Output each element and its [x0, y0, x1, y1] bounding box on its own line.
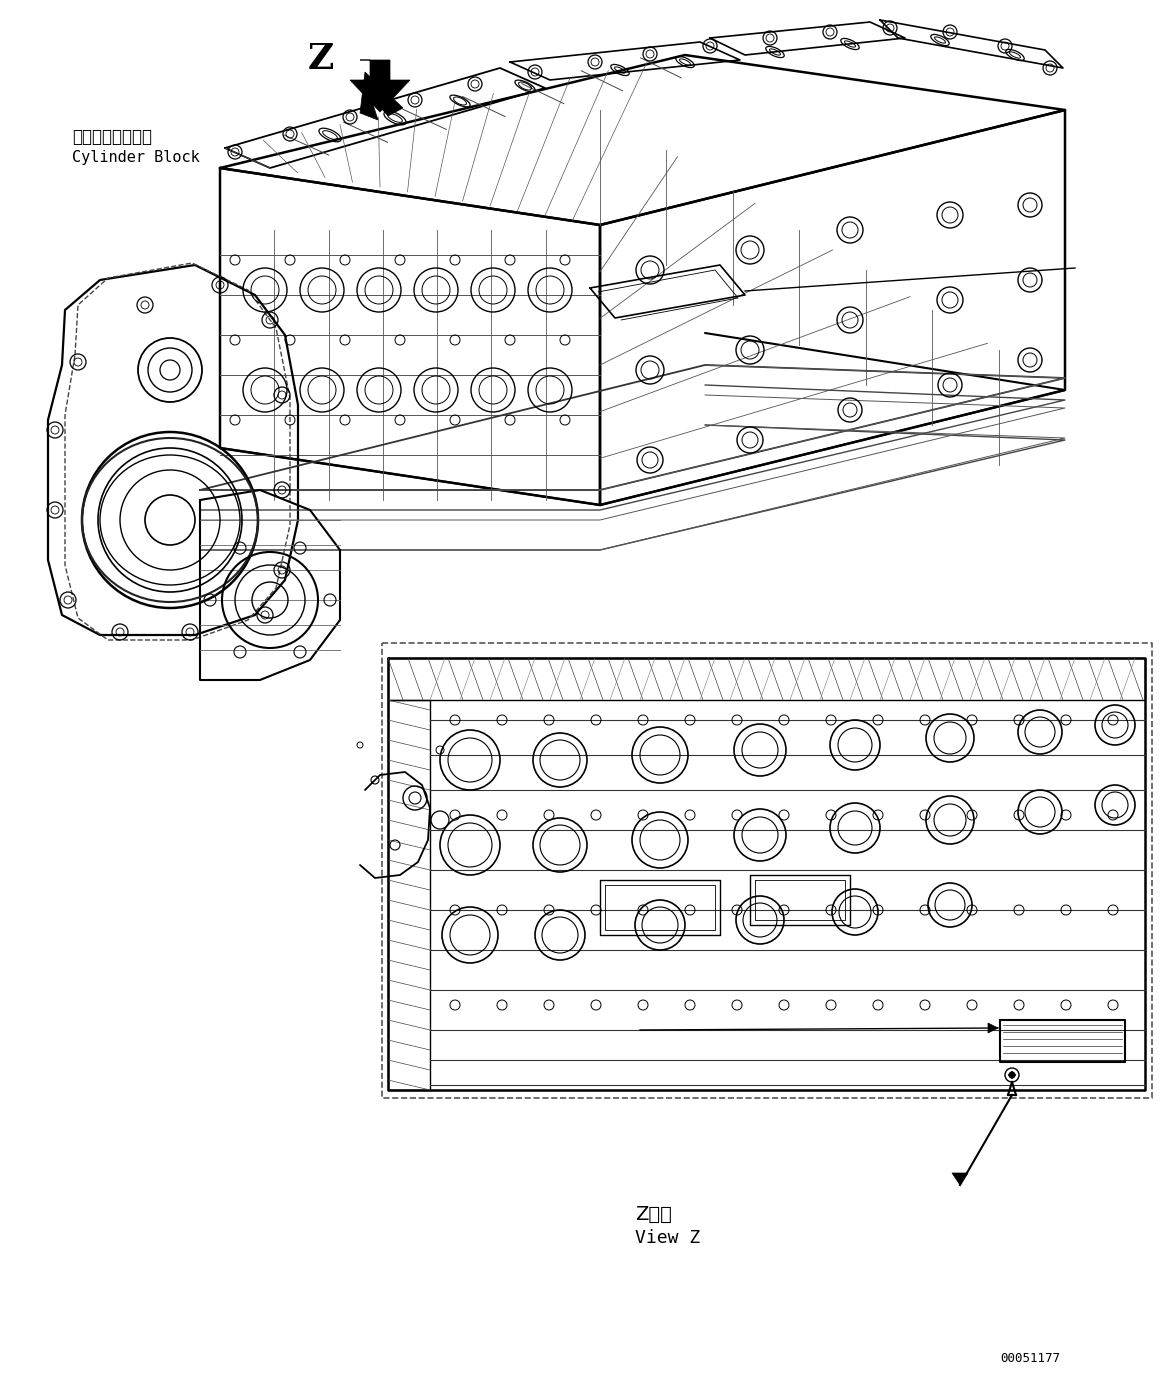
Text: Cylinder Block: Cylinder Block: [72, 149, 200, 165]
Polygon shape: [989, 1023, 998, 1033]
Circle shape: [1009, 1072, 1015, 1077]
Text: シリンダブロック: シリンダブロック: [72, 129, 152, 147]
Polygon shape: [350, 59, 411, 112]
Polygon shape: [361, 72, 404, 120]
Text: View Z: View Z: [635, 1229, 700, 1247]
Text: Z　視: Z 視: [635, 1205, 672, 1224]
Polygon shape: [952, 1173, 968, 1185]
Text: Z: Z: [308, 41, 334, 76]
Text: 00051177: 00051177: [1000, 1353, 1059, 1365]
